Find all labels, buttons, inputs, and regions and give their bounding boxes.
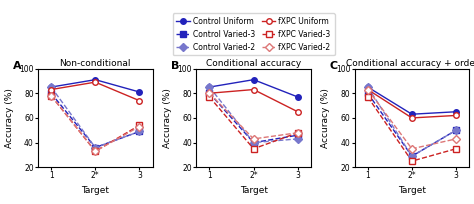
Legend: Control Uniform, Control Varied-3, Control Varied-2, fXPC Uniform, fXPC Varied-3: Control Uniform, Control Varied-3, Contr… xyxy=(173,13,335,55)
Text: A: A xyxy=(13,61,21,71)
Y-axis label: Accuracy (%): Accuracy (%) xyxy=(163,88,172,148)
Y-axis label: Accuracy (%): Accuracy (%) xyxy=(321,88,330,148)
X-axis label: Target: Target xyxy=(81,186,109,195)
Title: Non-conditional: Non-conditional xyxy=(60,59,131,68)
X-axis label: Target: Target xyxy=(398,186,426,195)
Title: Conditional accuracy + order: Conditional accuracy + order xyxy=(346,59,474,68)
Text: C: C xyxy=(329,61,337,71)
Text: B: B xyxy=(171,61,179,71)
X-axis label: Target: Target xyxy=(239,186,268,195)
Y-axis label: Accuracy (%): Accuracy (%) xyxy=(5,88,14,148)
Title: Conditional accuracy: Conditional accuracy xyxy=(206,59,301,68)
